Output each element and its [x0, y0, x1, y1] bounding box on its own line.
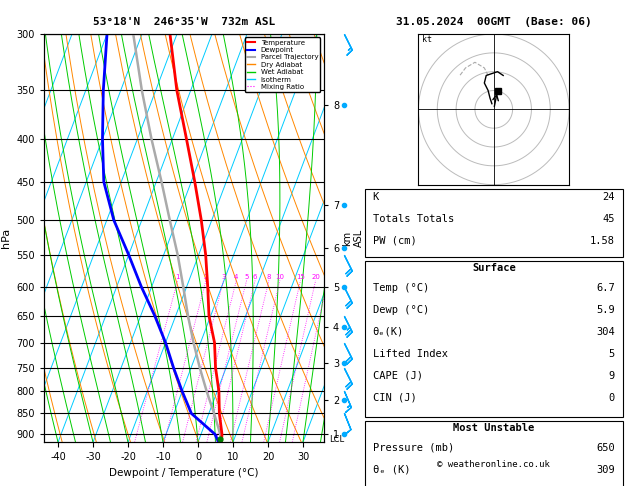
Y-axis label: km
ASL: km ASL [342, 229, 364, 247]
Text: 2: 2 [204, 275, 208, 280]
Text: Most Unstable: Most Unstable [453, 423, 535, 433]
Text: K: K [372, 191, 379, 202]
Text: 10: 10 [276, 275, 284, 280]
Y-axis label: hPa: hPa [1, 228, 11, 248]
Text: 0: 0 [609, 393, 615, 403]
Text: 53°18'N  246°35'W  732m ASL: 53°18'N 246°35'W 732m ASL [93, 17, 275, 27]
Text: θₑ (K): θₑ (K) [372, 465, 410, 475]
Text: kt: kt [422, 35, 432, 44]
Text: 1: 1 [175, 275, 180, 280]
Text: 5.9: 5.9 [596, 305, 615, 315]
Text: Lifted Index: Lifted Index [372, 349, 448, 359]
Text: 304: 304 [596, 327, 615, 337]
Text: 650: 650 [596, 443, 615, 452]
Text: 5: 5 [609, 349, 615, 359]
Text: 9: 9 [609, 371, 615, 381]
Text: 24: 24 [603, 191, 615, 202]
Bar [365, 190, 623, 258]
Text: Temp (°C): Temp (°C) [372, 283, 429, 293]
Text: © weatheronline.co.uk: © weatheronline.co.uk [437, 460, 550, 469]
Text: 6: 6 [253, 275, 257, 280]
Text: Dewp (°C): Dewp (°C) [372, 305, 429, 315]
Text: PW (cm): PW (cm) [372, 236, 416, 245]
Text: 8: 8 [267, 275, 271, 280]
Text: Surface: Surface [472, 263, 516, 273]
Text: 4: 4 [234, 275, 238, 280]
Text: θₑ(K): θₑ(K) [372, 327, 404, 337]
Text: 45: 45 [603, 214, 615, 224]
Text: 6.7: 6.7 [596, 283, 615, 293]
Text: Totals Totals: Totals Totals [372, 214, 454, 224]
Text: 1.58: 1.58 [590, 236, 615, 245]
Bar [365, 261, 623, 417]
Text: 309: 309 [596, 465, 615, 475]
Text: 5: 5 [245, 275, 248, 280]
Text: LCL: LCL [330, 434, 345, 444]
Text: Pressure (mb): Pressure (mb) [372, 443, 454, 452]
Text: 3: 3 [221, 275, 226, 280]
X-axis label: Dewpoint / Temperature (°C): Dewpoint / Temperature (°C) [109, 468, 259, 478]
Text: 15: 15 [296, 275, 305, 280]
Text: 20: 20 [311, 275, 320, 280]
Bar [365, 421, 623, 486]
Text: CIN (J): CIN (J) [372, 393, 416, 403]
Text: CAPE (J): CAPE (J) [372, 371, 423, 381]
Text: 31.05.2024  00GMT  (Base: 06): 31.05.2024 00GMT (Base: 06) [396, 17, 592, 27]
Legend: Temperature, Dewpoint, Parcel Trajectory, Dry Adiabat, Wet Adiabat, Isotherm, Mi: Temperature, Dewpoint, Parcel Trajectory… [245, 37, 320, 92]
